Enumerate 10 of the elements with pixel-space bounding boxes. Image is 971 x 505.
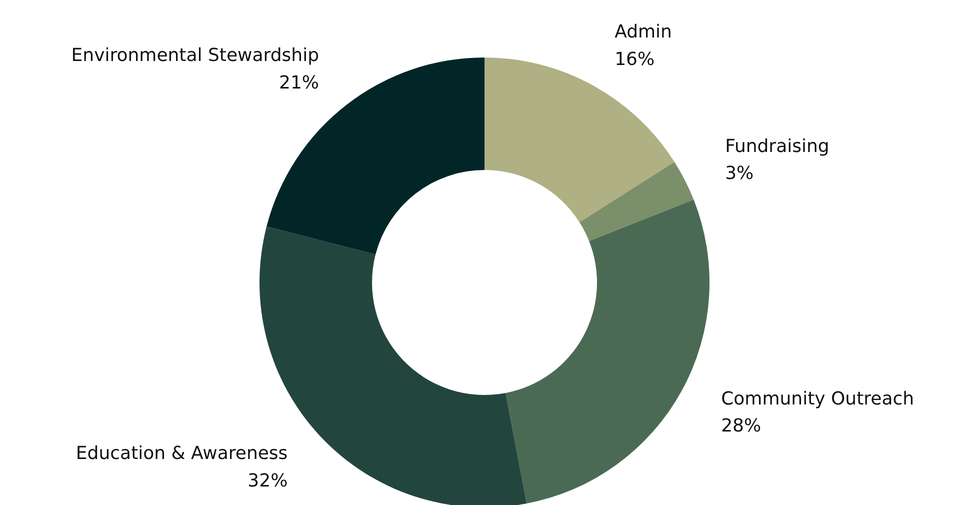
data-label: 32% — [248, 470, 288, 492]
data-label: 21% — [279, 72, 320, 94]
data-label: 16% — [614, 49, 655, 70]
slice-label: Community Outreach — [721, 388, 914, 410]
slice-label: Education & Awareness — [76, 443, 288, 464]
slice-label: Admin — [614, 22, 672, 43]
data-label: 28% — [721, 416, 762, 437]
slice-label: Fundraising — [725, 136, 830, 157]
data-label: 3% — [725, 163, 754, 184]
slice-label: Environmental Stewardship — [71, 45, 320, 66]
